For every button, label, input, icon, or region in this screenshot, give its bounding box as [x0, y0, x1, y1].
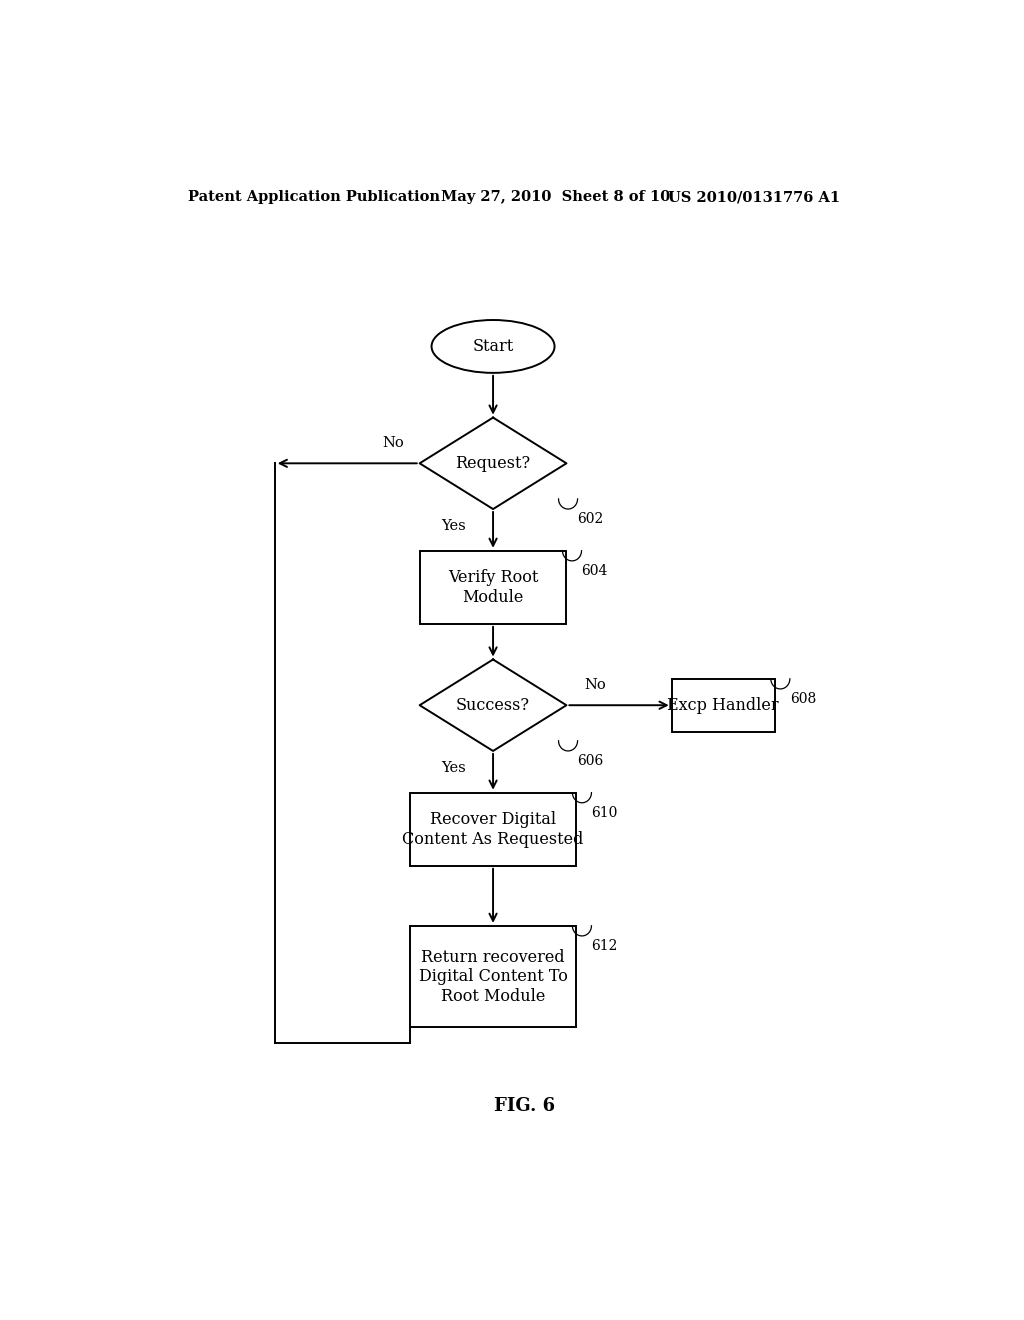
Text: Yes: Yes: [441, 519, 466, 533]
Text: Patent Application Publication: Patent Application Publication: [187, 190, 439, 205]
Text: Verify Root
Module: Verify Root Module: [447, 569, 539, 606]
Text: Return recovered
Digital Content To
Root Module: Return recovered Digital Content To Root…: [419, 949, 567, 1005]
Text: 612: 612: [592, 939, 617, 953]
Text: Request?: Request?: [456, 455, 530, 471]
Bar: [410, 925, 577, 1027]
Bar: [420, 550, 566, 624]
Text: No: No: [585, 678, 606, 692]
Text: 610: 610: [592, 805, 617, 820]
Text: Success?: Success?: [456, 697, 530, 714]
Text: FIG. 6: FIG. 6: [495, 1097, 555, 1114]
Text: Yes: Yes: [441, 762, 466, 775]
Text: Excp Handler: Excp Handler: [668, 697, 779, 714]
Text: US 2010/0131776 A1: US 2010/0131776 A1: [668, 190, 840, 205]
Bar: [410, 792, 577, 866]
Text: 602: 602: [578, 512, 604, 527]
Text: No: No: [382, 436, 403, 450]
Text: May 27, 2010  Sheet 8 of 10: May 27, 2010 Sheet 8 of 10: [441, 190, 671, 205]
Text: 608: 608: [790, 692, 816, 706]
Text: Recover Digital
Content As Requested: Recover Digital Content As Requested: [402, 810, 584, 847]
Bar: [672, 678, 775, 731]
Text: Start: Start: [472, 338, 514, 355]
Text: 604: 604: [582, 564, 608, 578]
Text: 606: 606: [578, 754, 604, 768]
